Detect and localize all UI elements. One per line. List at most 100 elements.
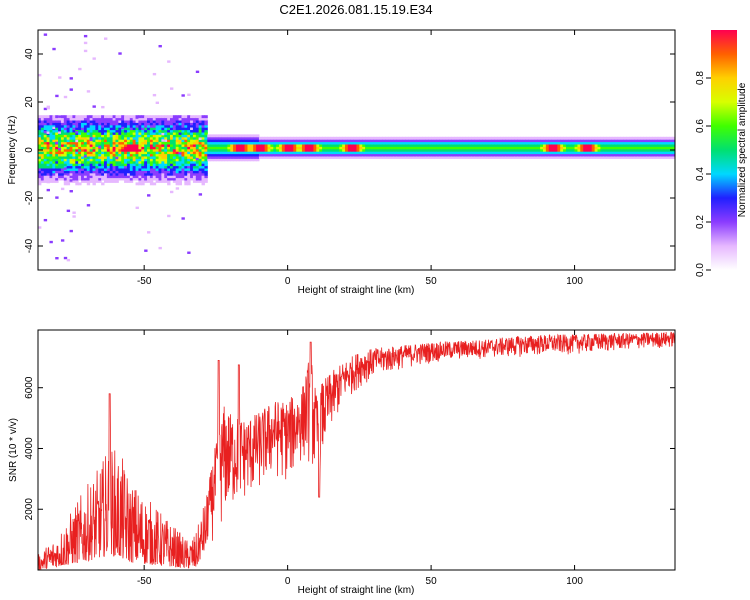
spectrogram-cell (141, 156, 145, 159)
spectrogram-cell (462, 136, 467, 140)
spectrogram-cell (103, 139, 108, 143)
spectrogram-cell (40, 151, 45, 155)
spectrogram-cell (109, 153, 114, 157)
spectrogram-cell (109, 139, 114, 143)
spectrogram-cell (307, 148, 312, 152)
spectrogram-cell (63, 124, 68, 128)
spectrogram-cell (121, 175, 125, 179)
spectrogram-cell (103, 168, 108, 171)
spectrogram-cell (482, 151, 487, 155)
spectrogram-cell (221, 151, 226, 155)
spectrogram-cell (129, 132, 134, 135)
spectrogram-cell (40, 172, 45, 176)
spectrogram-cell (58, 146, 62, 150)
spectrogram-cell (86, 160, 91, 164)
spectrogram-cell (333, 153, 337, 157)
spectrogram-noise-cell (60, 187, 65, 191)
spectrogram-cell (324, 146, 329, 150)
spectrogram-cell (46, 148, 50, 152)
snr-xtick-label: 100 (566, 576, 583, 587)
spectrogram-cell (75, 172, 79, 176)
spectrogram-cell (201, 120, 205, 123)
spectrogram-cell (164, 177, 168, 181)
spectrogram-cell (126, 160, 131, 164)
spectrogram-cell (218, 134, 223, 138)
spectrogram-cell (574, 148, 578, 152)
spectrogram-cell (198, 132, 203, 135)
spectrogram-cell (184, 115, 188, 119)
spectrogram-cell (63, 120, 68, 123)
spectrogram-cell (95, 141, 99, 145)
spectrogram-cell (634, 156, 639, 159)
spectrogram-cell (72, 180, 76, 183)
spectrogram-cell (631, 136, 636, 140)
spectrogram-cell (187, 132, 191, 135)
spectrogram-cell (112, 168, 116, 171)
spectrogram-cell (218, 146, 223, 150)
spectrogram-cell (293, 139, 297, 143)
spectrogram-cell (40, 168, 45, 171)
spectrogram-cell (468, 141, 472, 145)
spectrogram-cell (81, 139, 85, 143)
spectrogram-cell (347, 148, 352, 152)
spectrogram-cell (126, 168, 131, 171)
spectrogram-cell (38, 146, 42, 150)
spectrogram-cell (531, 156, 535, 159)
spectrogram-cell (103, 127, 108, 131)
spectrogram-cell (106, 165, 111, 169)
spectrogram-noise-cell (43, 107, 48, 111)
spectrogram-cell (497, 139, 501, 143)
spectrogram-cell (299, 148, 303, 152)
spectrogram-cell (52, 177, 56, 181)
spectrogram-cell (253, 153, 257, 157)
spectrogram-cell (129, 172, 134, 176)
spectrogram-cell (178, 163, 182, 167)
spectrogram-cell (158, 122, 162, 126)
spectrogram-cell (46, 129, 50, 133)
spectrogram-cell (597, 148, 601, 152)
spectrogram-cell (514, 156, 518, 159)
spectrogram-cell (617, 156, 621, 159)
spectrogram-cell (52, 160, 56, 164)
spectrogram-cell (195, 136, 200, 140)
spectrogram-cell (327, 153, 332, 157)
spectrogram-cell (144, 144, 148, 147)
spectrogram-cell (672, 151, 675, 155)
spectrogram-cell (187, 153, 191, 157)
spectrogram-cell (138, 158, 142, 162)
spectrogram-cell (66, 156, 71, 159)
spectrogram-cell (83, 151, 88, 155)
spectrogram-cell (109, 120, 114, 123)
spectrogram-cell (634, 148, 639, 152)
spectrogram-cell (402, 156, 406, 159)
spectrogram-cell (557, 136, 561, 140)
spectrogram-cell (588, 156, 593, 159)
spectrogram-cell (669, 153, 673, 157)
spectrogram-cell (152, 175, 157, 179)
spectrogram-cell (147, 165, 151, 169)
spectrogram-cell (181, 127, 185, 131)
spectrogram-cell (43, 177, 48, 181)
spectrogram-cell (95, 132, 99, 135)
spectrogram-cell (115, 158, 119, 162)
spectrogram-cell (155, 148, 160, 152)
spectrogram-cell (322, 139, 326, 143)
spectrogram-cell (210, 134, 214, 138)
spectrogram-cell (379, 144, 383, 147)
spectrogram-cell (597, 136, 601, 140)
spectrogram-cell (382, 144, 386, 147)
spectrogram-cell (393, 144, 398, 147)
spectrogram-cell (118, 117, 122, 121)
spectrogram-cell (106, 120, 111, 123)
spectrogram-cell (316, 151, 320, 155)
spectrogram-cell (385, 153, 389, 157)
spectrogram-cell (494, 139, 498, 143)
spectrogram-cell (181, 124, 185, 128)
spectrogram-cell (190, 156, 194, 159)
spectrogram-cell (135, 177, 139, 181)
spectrogram-cell (187, 158, 191, 162)
spectrogram-cell (370, 136, 375, 140)
spectrogram-cell (204, 136, 208, 140)
spectrogram-cell (657, 153, 662, 157)
spectrogram-cell (367, 148, 372, 152)
